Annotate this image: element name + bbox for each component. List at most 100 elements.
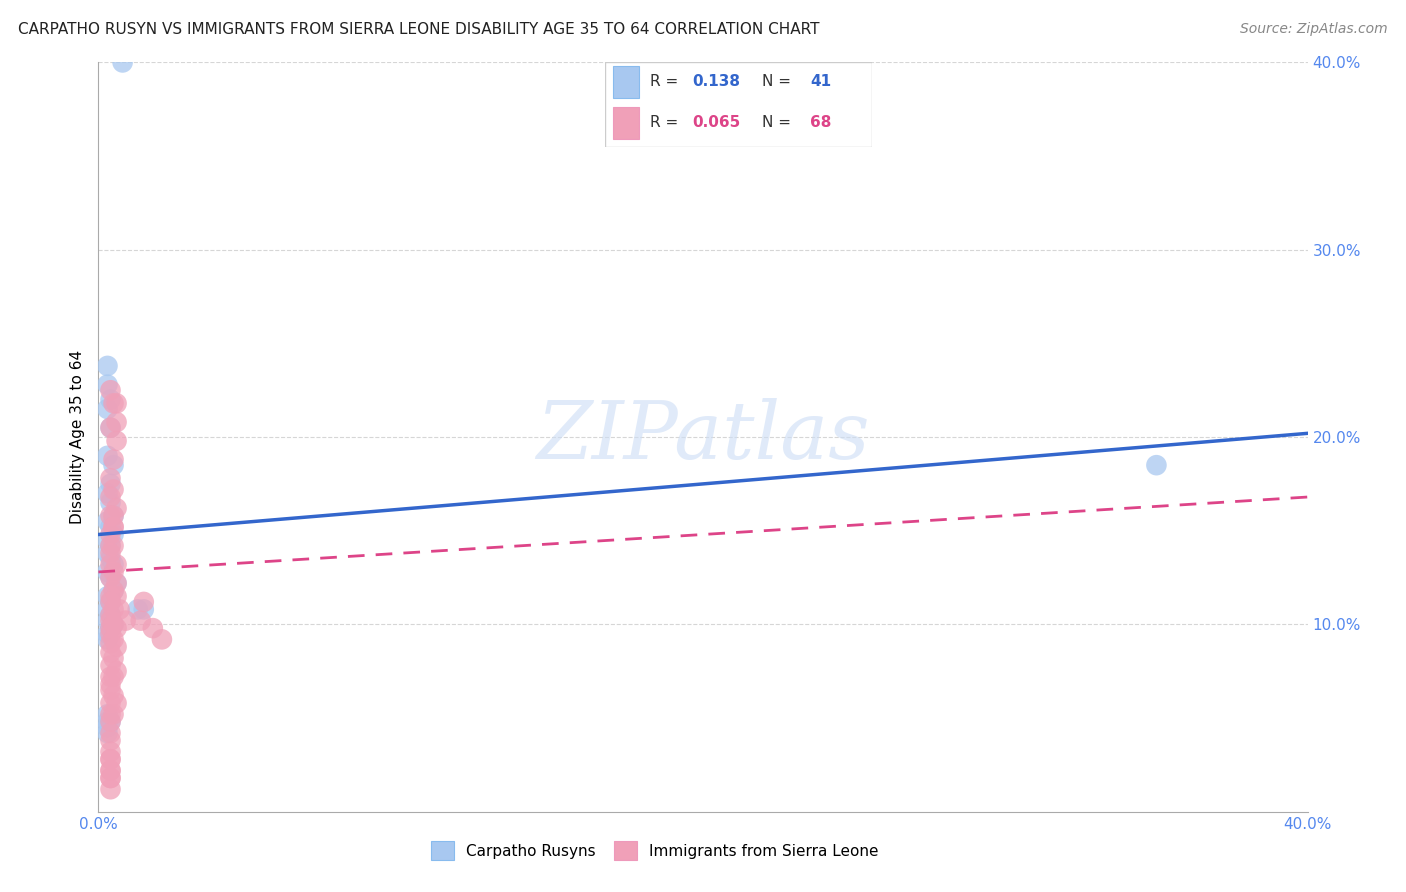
Point xyxy=(103,583,125,598)
Point xyxy=(100,714,122,729)
Point xyxy=(100,384,122,398)
Point xyxy=(103,508,125,523)
Point xyxy=(96,590,118,604)
Point xyxy=(103,539,125,553)
Point xyxy=(100,752,122,766)
Text: 0.065: 0.065 xyxy=(693,115,741,130)
Point xyxy=(103,565,125,579)
Point xyxy=(103,520,125,534)
Point xyxy=(100,658,122,673)
Text: ZIPatlas: ZIPatlas xyxy=(536,399,870,475)
Point xyxy=(96,546,118,560)
Bar xyxy=(613,66,640,98)
Point xyxy=(100,595,122,609)
Point xyxy=(105,576,128,591)
Point xyxy=(103,458,125,473)
Point xyxy=(96,602,118,616)
Point xyxy=(103,527,125,541)
Point xyxy=(100,496,122,510)
Point xyxy=(96,726,118,740)
Point xyxy=(96,632,118,647)
Y-axis label: Disability Age 35 to 64: Disability Age 35 to 64 xyxy=(69,350,84,524)
Point xyxy=(96,449,118,463)
Point xyxy=(100,707,122,722)
Point xyxy=(103,670,125,684)
Point xyxy=(150,632,173,647)
Bar xyxy=(613,106,640,139)
Text: R =: R = xyxy=(650,115,683,130)
Point xyxy=(96,514,118,528)
Point xyxy=(100,508,122,523)
Point xyxy=(129,614,152,628)
Point xyxy=(105,415,128,429)
Point xyxy=(103,617,125,632)
Point xyxy=(132,595,155,609)
Point xyxy=(105,434,128,448)
Point xyxy=(96,721,118,735)
Point xyxy=(100,608,122,623)
Point xyxy=(100,621,122,635)
Point xyxy=(105,621,128,635)
Point xyxy=(96,614,118,628)
Point xyxy=(105,501,128,516)
Point xyxy=(100,608,122,623)
Point xyxy=(127,602,149,616)
Point xyxy=(100,636,122,650)
Point xyxy=(100,764,122,778)
Point xyxy=(100,614,122,628)
Point xyxy=(100,421,122,435)
Point xyxy=(100,733,122,747)
Point xyxy=(105,640,128,654)
Point xyxy=(103,520,125,534)
Point xyxy=(103,602,125,616)
Point xyxy=(100,539,122,553)
Text: R =: R = xyxy=(650,74,683,89)
Point xyxy=(103,617,125,632)
Point xyxy=(100,590,122,604)
Text: 0.138: 0.138 xyxy=(693,74,741,89)
Point xyxy=(111,55,134,70)
Point xyxy=(100,546,122,560)
Point xyxy=(100,764,122,778)
Point xyxy=(132,602,155,616)
Point xyxy=(103,583,125,598)
Point xyxy=(100,646,122,660)
Text: 41: 41 xyxy=(810,74,831,89)
Point xyxy=(96,565,118,579)
Text: N =: N = xyxy=(762,115,796,130)
Point xyxy=(105,396,128,410)
Point xyxy=(100,595,122,609)
Point xyxy=(100,626,122,640)
Point xyxy=(1144,458,1167,473)
Point xyxy=(100,726,122,740)
Point xyxy=(100,782,122,797)
Point xyxy=(105,696,128,710)
Point xyxy=(96,714,118,729)
Point xyxy=(100,520,122,534)
Point xyxy=(96,486,118,500)
Point xyxy=(100,714,122,729)
Point xyxy=(103,558,125,572)
Point xyxy=(103,707,125,722)
Point xyxy=(114,614,136,628)
Point xyxy=(103,632,125,647)
Point xyxy=(100,683,122,698)
Text: 68: 68 xyxy=(810,115,832,130)
Point xyxy=(96,401,118,416)
Point xyxy=(100,539,122,553)
Point xyxy=(100,752,122,766)
Point xyxy=(105,558,128,572)
Point xyxy=(100,421,122,435)
Point xyxy=(100,392,122,407)
Point xyxy=(142,621,165,635)
Point xyxy=(100,745,122,759)
Text: N =: N = xyxy=(762,74,796,89)
Point xyxy=(100,696,122,710)
Point xyxy=(100,771,122,785)
Point xyxy=(96,359,118,373)
Point xyxy=(96,707,118,722)
Point xyxy=(100,677,122,691)
Point xyxy=(100,771,122,785)
Point xyxy=(100,571,122,585)
Point xyxy=(96,377,118,392)
